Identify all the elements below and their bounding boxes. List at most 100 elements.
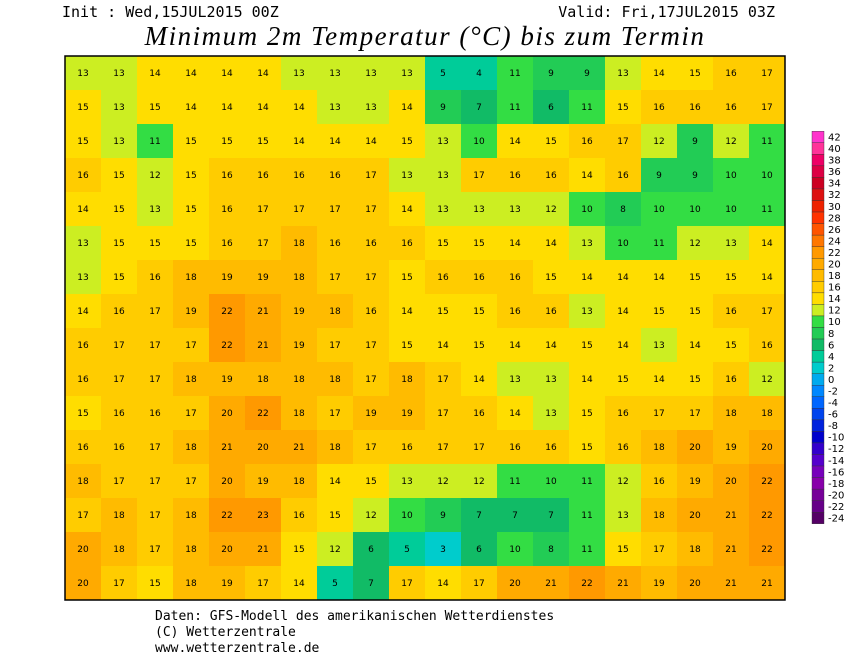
temperature-cell [209, 566, 246, 601]
legend: 424038363432302826242220181614121086420-… [811, 131, 844, 525]
temperature-cell [353, 464, 390, 499]
temperature-cell [389, 566, 426, 601]
temperature-value: 11 [509, 69, 520, 79]
legend-label: 10 [828, 317, 841, 328]
footer-source: Daten: GFS-Modell des amerikanischen Wet… [155, 609, 554, 624]
temperature-cell [389, 260, 426, 295]
temperature-value: 15 [545, 273, 556, 283]
temperature-cell [65, 226, 102, 261]
map: 13 13 14 14 14 14 13 13 13 13 5 4 11 9 9 13 14 15 16 17 15 13… [65, 56, 786, 601]
temperature-value: 15 [725, 273, 736, 283]
temperature-value: 22 [761, 545, 772, 555]
temperature-value: 14 [545, 239, 557, 249]
temperature-value: 14 [257, 69, 269, 79]
temperature-value: 15 [689, 273, 700, 283]
temperature-cell [137, 464, 174, 499]
legend-label: 20 [828, 260, 841, 271]
temperature-value: 7 [476, 103, 482, 113]
legend-swatch [811, 304, 825, 317]
temperature-value: 14 [581, 273, 593, 283]
temperature-value: 17 [437, 409, 448, 419]
temperature-cell [677, 192, 714, 227]
temperature-cell [533, 498, 570, 533]
temperature-value: 22 [221, 341, 232, 351]
temperature-value: 16 [473, 409, 485, 419]
temperature-value: 13 [113, 137, 124, 147]
temperature-value: 6 [476, 545, 482, 555]
temperature-value: 17 [149, 341, 160, 351]
temperature-value: 15 [437, 239, 448, 249]
temperature-cell [425, 328, 462, 363]
temperature-cell [677, 498, 714, 533]
temperature-value: 20 [221, 477, 233, 487]
legend-label: -24 [828, 514, 844, 525]
temperature-cell [425, 158, 462, 193]
temperature-cell [389, 464, 426, 499]
temperature-cell [677, 362, 714, 397]
temperature-cell [641, 226, 678, 261]
temperature-value: 17 [149, 545, 160, 555]
temperature-value: 18 [185, 579, 197, 589]
temperature-cell [425, 430, 462, 465]
temperature-cell [209, 498, 246, 533]
temperature-cell [533, 192, 570, 227]
temperature-value: 17 [149, 307, 160, 317]
temperature-cell [497, 396, 534, 431]
temperature-value: 18 [185, 375, 197, 385]
temperature-cell [713, 362, 750, 397]
temperature-value: 10 [401, 511, 413, 521]
legend-label: 6 [828, 340, 834, 351]
temperature-cell [533, 158, 570, 193]
temperature-cell [605, 566, 642, 601]
temperature-value: 12 [725, 137, 736, 147]
temperature-value: 14 [293, 137, 305, 147]
temperature-value: 21 [293, 443, 304, 453]
temperature-value: 14 [221, 69, 233, 79]
temperature-value: 16 [617, 409, 629, 419]
temperature-cell [677, 532, 714, 567]
temperature-value: 17 [761, 103, 772, 113]
temperature-value: 19 [401, 409, 413, 419]
temperature-cell [425, 396, 462, 431]
temperature-value: 10 [761, 171, 773, 181]
temperature-value: 18 [653, 443, 665, 453]
temperature-value: 16 [77, 443, 89, 453]
temperature-value: 18 [185, 443, 197, 453]
temperature-cell [65, 260, 102, 295]
footer-url: www.wetterzentrale.de [155, 641, 320, 656]
temperature-cell [389, 56, 426, 91]
temperature-cell [137, 90, 174, 125]
temperature-cell [245, 328, 282, 363]
temperature-value: 15 [617, 545, 628, 555]
temperature-value: 16 [365, 239, 377, 249]
temperature-cell [317, 192, 354, 227]
temperature-cell [569, 158, 606, 193]
temperature-value: 16 [689, 103, 701, 113]
temperature-value: 20 [77, 545, 89, 555]
temperature-cell [497, 362, 534, 397]
temperature-value: 10 [581, 205, 593, 215]
legend-swatch [811, 269, 825, 282]
temperature-value: 13 [437, 137, 448, 147]
temperature-value: 16 [509, 443, 521, 453]
temperature-cell [713, 90, 750, 125]
temperature-cell [209, 56, 246, 91]
temperature-cell [497, 532, 534, 567]
temperature-cell [533, 294, 570, 329]
legend-label: 12 [828, 306, 841, 317]
temperature-cell [137, 294, 174, 329]
temperature-cell [137, 362, 174, 397]
temperature-value: 16 [329, 239, 341, 249]
temperature-value: 12 [545, 205, 556, 215]
temperature-value: 13 [617, 69, 628, 79]
temperature-value: 16 [113, 307, 125, 317]
temperature-value: 13 [113, 103, 124, 113]
temperature-cell [641, 90, 678, 125]
temperature-cell [713, 56, 750, 91]
temperature-cell [569, 260, 606, 295]
temperature-value: 15 [725, 341, 736, 351]
temperature-cell [65, 566, 102, 601]
legend-swatch [811, 350, 825, 363]
temperature-value: 22 [761, 511, 772, 521]
